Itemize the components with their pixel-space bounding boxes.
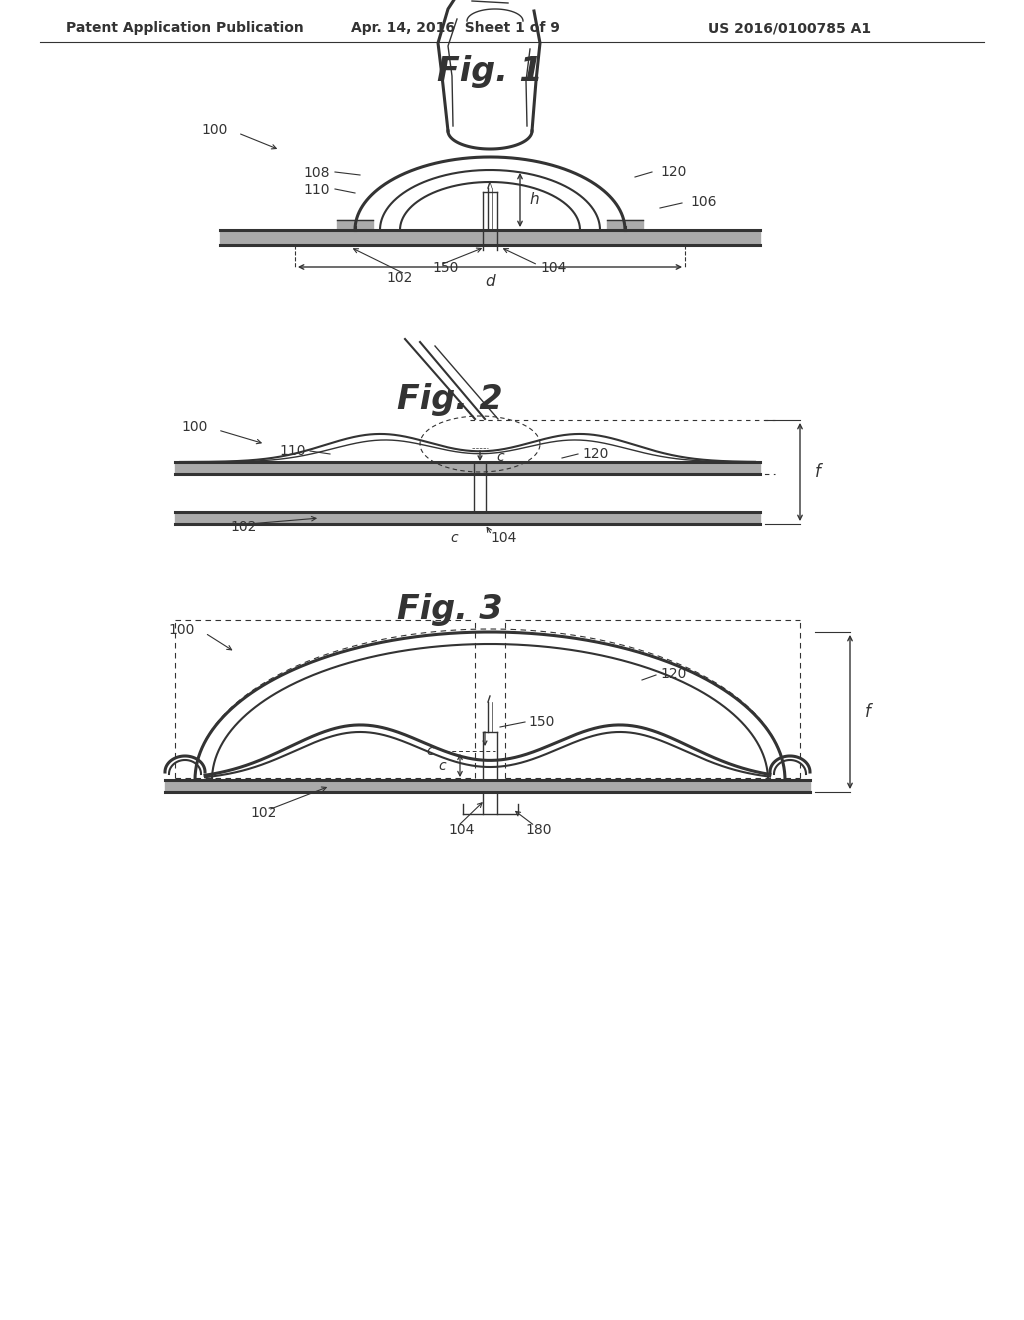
Text: 100: 100 <box>202 123 228 137</box>
Text: Fig. 3: Fig. 3 <box>397 594 503 627</box>
Text: 102: 102 <box>387 271 414 285</box>
Text: 150: 150 <box>432 261 459 275</box>
Text: f: f <box>815 463 821 480</box>
Text: Fig. 2: Fig. 2 <box>397 384 503 417</box>
Text: 106: 106 <box>690 195 717 209</box>
Text: 120: 120 <box>660 165 686 180</box>
Text: 108: 108 <box>303 166 330 180</box>
Text: d: d <box>485 273 495 289</box>
Text: c: c <box>438 759 445 772</box>
Text: Fig. 1: Fig. 1 <box>437 55 543 88</box>
Text: 120: 120 <box>660 667 686 681</box>
Text: 150: 150 <box>528 715 554 729</box>
Text: 104: 104 <box>490 531 516 545</box>
Text: 102: 102 <box>250 807 276 820</box>
Text: c: c <box>497 450 504 465</box>
Text: c: c <box>426 744 434 758</box>
Text: 102: 102 <box>230 520 256 535</box>
Text: 110: 110 <box>303 183 330 197</box>
Text: 180: 180 <box>525 822 552 837</box>
Text: c: c <box>450 531 458 545</box>
Text: h: h <box>529 193 539 207</box>
Text: Apr. 14, 2016  Sheet 1 of 9: Apr. 14, 2016 Sheet 1 of 9 <box>350 21 559 36</box>
Text: f: f <box>865 704 871 721</box>
Text: 110: 110 <box>280 444 306 458</box>
Text: 120: 120 <box>582 447 608 461</box>
Text: 100: 100 <box>169 623 195 638</box>
Text: 100: 100 <box>181 420 208 434</box>
Text: 104: 104 <box>449 822 474 837</box>
Text: 104: 104 <box>540 261 566 275</box>
Text: Patent Application Publication: Patent Application Publication <box>67 21 304 36</box>
Text: US 2016/0100785 A1: US 2016/0100785 A1 <box>709 21 871 36</box>
